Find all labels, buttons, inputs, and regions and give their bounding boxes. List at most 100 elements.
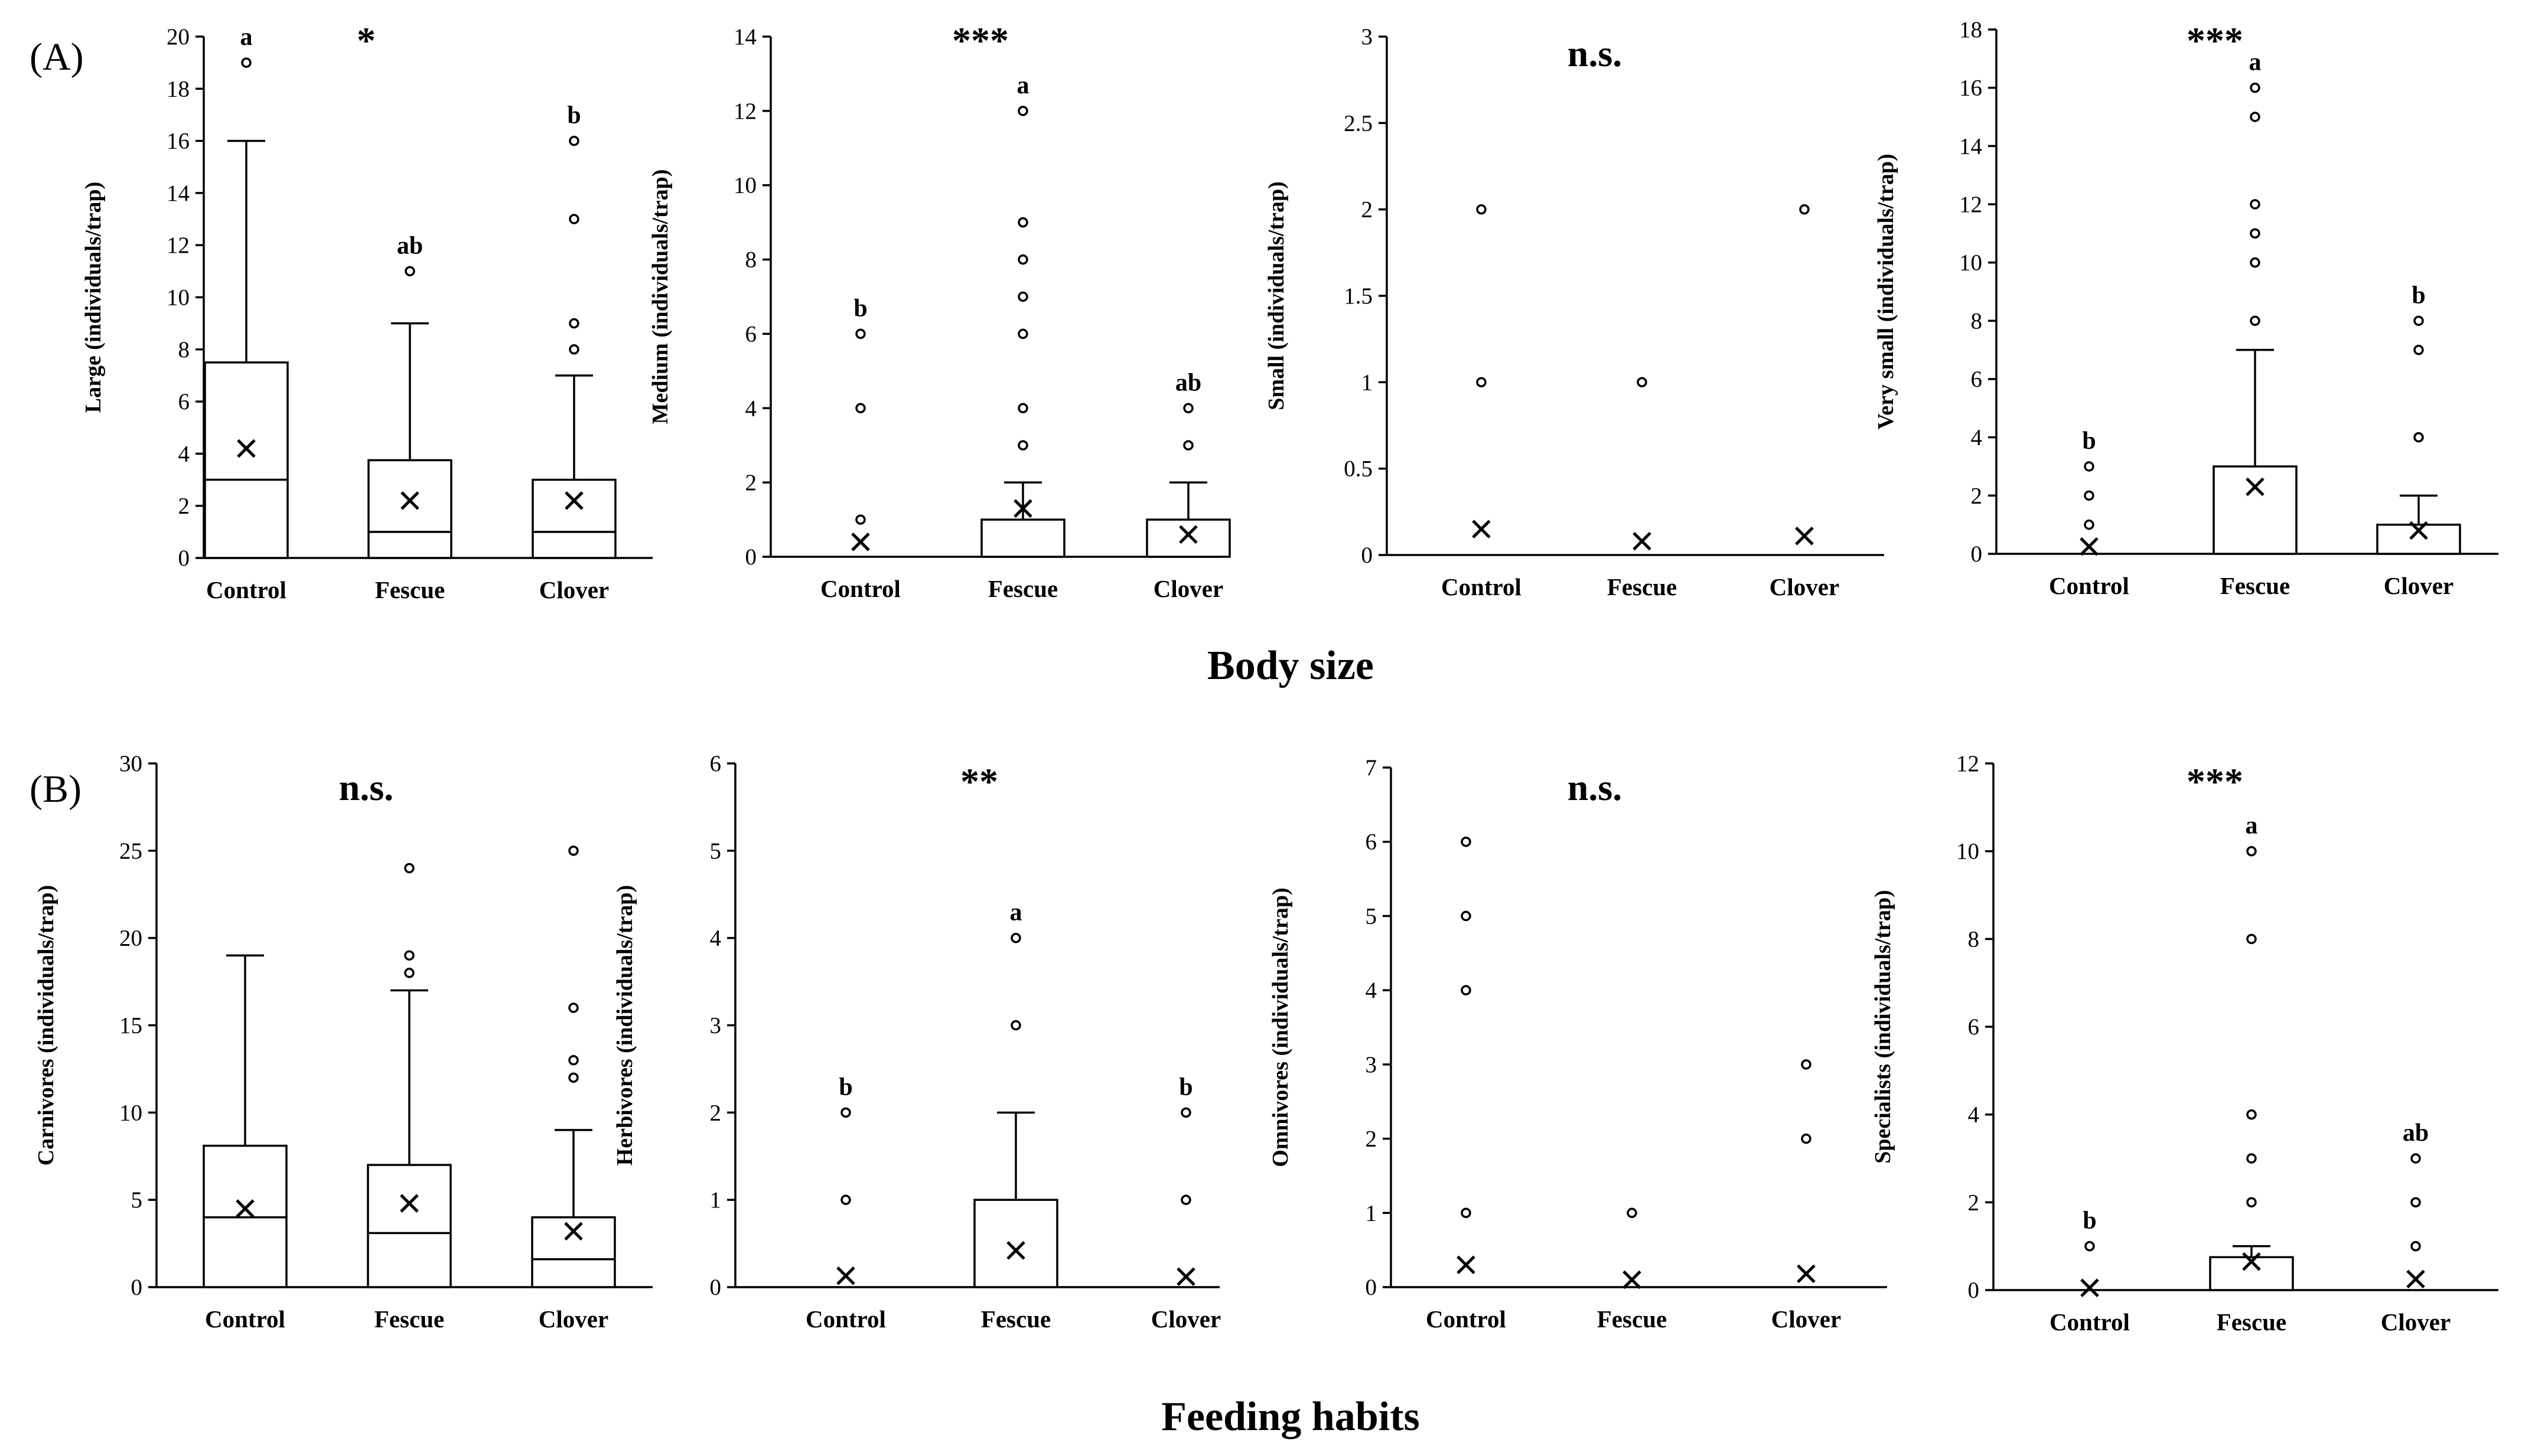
y-tick-label: 14 (734, 24, 757, 50)
y-tick-label: 6 (1968, 1014, 1980, 1040)
iqr-box (532, 478, 617, 559)
outlier-point (1637, 377, 1647, 388)
outlier-point (2246, 1197, 2257, 1208)
outlier-point (404, 863, 415, 874)
outlier-point (1011, 1020, 1021, 1031)
y-tick-label: 10 (167, 285, 190, 311)
y-tick-label: 0 (745, 544, 757, 570)
y-tick-label: 4 (1968, 1102, 1980, 1128)
y-tick-label: 2 (1968, 1190, 1980, 1215)
chart-small: 0 0.5 1 1.5 2 2.5 3 Small (individuals/trap) n.s… (1264, 24, 1884, 600)
category-label: Clover (539, 576, 609, 603)
category-label: Control (205, 1305, 285, 1333)
outlier-point (1461, 910, 1471, 922)
category-label: Fescue (1597, 1305, 1667, 1333)
outlier-point (2250, 112, 2260, 122)
group-letter: ab (2403, 1119, 2429, 1147)
outlier-point (569, 344, 579, 355)
category-label: Clover (1770, 573, 1839, 600)
y-tick-label: 8 (745, 247, 757, 273)
outlier-point (1461, 836, 1471, 847)
outlier-point (1183, 440, 1194, 450)
y-tick-label: 2 (1971, 483, 1983, 508)
category-label: Control (206, 576, 286, 603)
box-fescue: Fescue (367, 863, 452, 1333)
y-tick-label: 2 (1366, 1127, 1377, 1152)
y-tick-label: 0 (131, 1275, 143, 1300)
mean-marker (1633, 531, 1651, 551)
mean-marker (2080, 1278, 2099, 1298)
y-tick-label: 15 (119, 1013, 142, 1039)
mean-marker (1622, 1270, 1641, 1289)
outlier-point (2410, 1197, 2421, 1208)
mean-marker (400, 1194, 419, 1213)
iqr-box (980, 518, 1066, 558)
category-label: Control (806, 1305, 886, 1333)
outlier-point (1476, 377, 1487, 388)
chart-herbivores: 0 1 2 3 4 5 6 Herbivores (individuals/trap) ** Co… (612, 751, 1221, 1333)
outlier-point (2084, 1240, 2095, 1252)
mean-marker (1006, 1241, 1025, 1260)
box-clover: Clover b (2376, 282, 2461, 599)
group-letter: b (567, 102, 581, 129)
mean-marker (564, 1222, 583, 1241)
category-label: Fescue (988, 575, 1058, 602)
category-label: Clover (539, 1305, 608, 1333)
category-label: Control (1441, 573, 1521, 600)
outlier-point (1011, 932, 1021, 944)
box-fescue: Fescue a (973, 899, 1058, 1333)
y-axis-label: Herbivores (individuals/trap) (612, 885, 637, 1166)
y-tick-label: 20 (167, 24, 190, 50)
outlier-point (2410, 1240, 2421, 1252)
outlier-point (1181, 1194, 1191, 1205)
chart-omnivores: 0 1 2 3 4 5 6 7 Omnivores (individuals/trap) n.s.… (1268, 755, 1887, 1333)
box-clover: Clover (1771, 1059, 1841, 1333)
mean-marker (836, 1266, 855, 1285)
category-label: Clover (2381, 1308, 2451, 1336)
group-title-body-size: Body size (1207, 643, 1374, 688)
y-tick-label: 10 (119, 1100, 142, 1125)
group-letter: a (1010, 899, 1022, 926)
outlier-point (2084, 490, 2094, 501)
panel-label-b: (B) (30, 768, 82, 811)
box-control: Control b (2049, 1207, 2130, 1336)
outlier-point (568, 1003, 579, 1013)
y-tick-label: 25 (119, 838, 142, 864)
y-tick-label: 2 (745, 470, 757, 495)
significance-label: n.s. (1568, 32, 1622, 74)
outlier-point (1181, 1107, 1191, 1118)
outlier-point (2246, 1153, 2257, 1164)
mean-marker (851, 533, 870, 551)
outlier-point (1018, 254, 1028, 265)
mean-marker (2406, 1269, 2425, 1289)
category-label: Clover (1151, 1305, 1221, 1333)
outlier-point (1018, 403, 1028, 414)
box-clover: Clover ab (1146, 369, 1231, 602)
y-axis-label: Specialists (individuals/trap) (1871, 890, 1895, 1163)
y-tick-label: 6 (178, 389, 190, 414)
outlier-point (2250, 228, 2260, 239)
category-label: Fescue (374, 1305, 444, 1333)
outlier-point (2250, 82, 2260, 93)
outlier-point (1018, 291, 1028, 302)
box-control: Control a (204, 24, 289, 603)
group-letter: b (2082, 427, 2096, 455)
significance-label: *** (2187, 760, 2243, 802)
y-tick-label: 18 (167, 76, 190, 102)
box-fescue: Fescue a (2213, 49, 2298, 599)
y-tick-label: 8 (1971, 308, 1983, 334)
box-clover: Clover b (532, 102, 617, 603)
outlier-point (2084, 519, 2094, 530)
outlier-point (840, 1107, 851, 1118)
y-tick-label: 12 (167, 233, 190, 258)
outlier-point (568, 845, 579, 856)
y-tick-label: 4 (745, 396, 757, 421)
y-tick-label: 5 (710, 838, 722, 864)
box-control: Control b (2049, 427, 2129, 599)
group-letter: b (1179, 1073, 1192, 1101)
y-tick-label: 0 (178, 546, 190, 571)
category-label: Fescue (375, 576, 445, 603)
outlier-point (2246, 1109, 2257, 1120)
mean-marker (1456, 1255, 1475, 1275)
